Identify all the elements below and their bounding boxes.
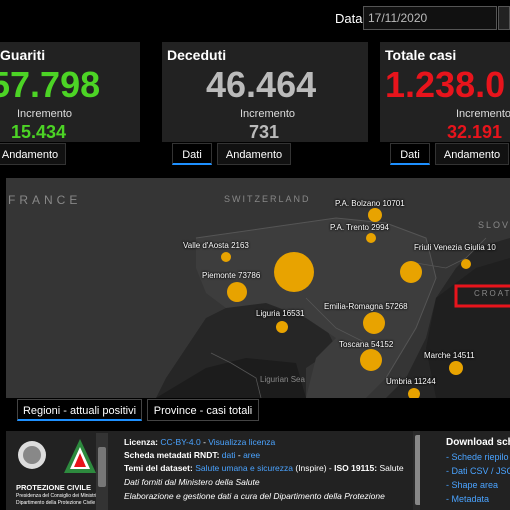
region-label-umbria: Umbria 11244 bbox=[386, 377, 436, 386]
bubble-marche bbox=[449, 361, 463, 375]
guariti-andamento-tab[interactable]: Andamento bbox=[0, 143, 66, 165]
tab-regioni[interactable]: Regioni - attuali positivi bbox=[17, 399, 142, 421]
logo-text: PROTEZIONE CIVILE bbox=[16, 483, 92, 492]
download-heading: Download sch bbox=[446, 437, 510, 448]
footer-scrollbar-thumb[interactable] bbox=[415, 435, 423, 505]
totale-increment-value: 32.191 bbox=[447, 122, 503, 142]
country-croatia: CROATI bbox=[474, 289, 510, 298]
totale-andamento-tab[interactable]: Andamento bbox=[435, 143, 509, 165]
map-base bbox=[6, 178, 510, 398]
temi-line: Temi del dataset: Salute umana e sicurez… bbox=[124, 463, 404, 473]
bubble-emilia-romagna bbox=[363, 312, 385, 334]
region-label-valle-daosta: Valle d'Aosta 2163 bbox=[183, 241, 249, 250]
map-highlight-box bbox=[454, 284, 510, 308]
region-label-marche: Marche 14511 bbox=[424, 351, 475, 360]
bubble-bolzano bbox=[368, 208, 382, 222]
region-label-toscana: Toscana 54152 bbox=[339, 340, 394, 349]
deceduti-increment-label: Incremento bbox=[240, 108, 296, 120]
info-footer: PROTEZIONE CIVILE Presidenza del Consigl… bbox=[6, 431, 413, 510]
country-slovenia: SLOVE bbox=[478, 220, 510, 230]
licenza-view-link[interactable]: Visualizza licenza bbox=[208, 437, 276, 447]
iso-value: Salute bbox=[377, 463, 404, 473]
scheda-line: Scheda metadati RNDT: dati - aree bbox=[124, 450, 260, 460]
scheda-key: Scheda metadati RNDT: bbox=[124, 450, 220, 460]
scrollbar-thumb[interactable] bbox=[98, 447, 106, 487]
totale-dati-tab[interactable]: Dati bbox=[390, 143, 430, 165]
bubble-friuli bbox=[400, 261, 422, 283]
region-label-piemonte: Piemonte 73786 bbox=[202, 271, 261, 280]
deceduti-title: Deceduti bbox=[167, 47, 227, 63]
fonte-line: Dati forniti dal Ministero della Salute bbox=[124, 477, 260, 487]
sea-label: Ligurian Sea bbox=[260, 375, 305, 384]
country-france: FRANCE bbox=[8, 193, 82, 207]
bubble-veneto bbox=[461, 259, 471, 269]
elaborazione-line: Elaborazione e gestione dati a cura del … bbox=[124, 491, 385, 501]
country-switzerland: SWITZERLAND bbox=[224, 194, 311, 204]
guariti-increment-value: 15.434 bbox=[11, 122, 67, 142]
region-label-bolzano: P.A. Bolzano 10701 bbox=[335, 199, 405, 208]
bubble-valle-daosta bbox=[221, 252, 231, 262]
deceduti-andamento-tab[interactable]: Andamento bbox=[217, 143, 291, 165]
totale-increment-label: Incremento bbox=[456, 108, 510, 120]
bubble-umbria bbox=[408, 388, 420, 398]
bubble-liguria bbox=[276, 321, 288, 333]
download-csv-link[interactable]: - Dati CSV / JSO bbox=[446, 466, 510, 476]
guariti-panel: Guariti 57.798 Incremento 15.434 bbox=[0, 42, 140, 142]
date-picker-button[interactable] bbox=[498, 6, 510, 30]
deceduti-panel: Deceduti 46.464 Incremento 731 bbox=[162, 42, 368, 142]
bubble-piemonte bbox=[227, 282, 247, 302]
deceduti-increment-value: 731 bbox=[249, 122, 280, 142]
footer-logo-scrollbar[interactable] bbox=[96, 433, 108, 510]
download-schede-link[interactable]: - Schede riepilo bbox=[446, 452, 509, 462]
date-input[interactable]: 17/11/2020 bbox=[363, 6, 497, 30]
tab-province[interactable]: Province - casi totali bbox=[147, 399, 259, 421]
licenza-line: Licenza: CC-BY-4.0 - Visualizza licenza bbox=[124, 437, 275, 447]
iso-key: ISO 19115: bbox=[334, 463, 378, 473]
region-label-emilia-romagna: Emilia-Romagna 57268 bbox=[324, 302, 408, 311]
download-shape-link[interactable]: - Shape area bbox=[446, 480, 499, 490]
totale-panel: Totale casi 1.238.0 Incremento 32.191 bbox=[380, 42, 510, 142]
region-label-trento: P.A. Trento 2994 bbox=[330, 223, 390, 232]
bubble-trento bbox=[366, 233, 376, 243]
guariti-value: 57.798 bbox=[0, 64, 101, 105]
logo-sub2: Dipartimento della Protezione Civile bbox=[16, 500, 96, 506]
download-panel: Download sch - Schede riepilo - Dati CSV… bbox=[420, 431, 510, 510]
guariti-title: Guariti bbox=[0, 47, 46, 63]
deceduti-value: 46.464 bbox=[206, 64, 317, 105]
scheda-dati-link[interactable]: dati bbox=[221, 450, 236, 460]
regions-map[interactable]: FRANCE SWITZERLAND SLOVE CROATI Ligurian… bbox=[6, 178, 510, 398]
licenza-value-link[interactable]: CC-BY-4.0 bbox=[160, 437, 201, 447]
bubble-lombardia bbox=[274, 252, 314, 292]
download-metadata-link[interactable]: - Metadata bbox=[446, 494, 490, 504]
temi-link[interactable]: Salute umana e sicurezza bbox=[195, 463, 293, 473]
guariti-increment-label: Incremento bbox=[17, 108, 73, 120]
totale-title: Totale casi bbox=[385, 47, 457, 63]
temi-rest: (Inspire) - bbox=[293, 463, 335, 473]
deceduti-dati-tab[interactable]: Dati bbox=[172, 143, 212, 165]
licenza-sep: - bbox=[200, 437, 209, 447]
logo-sub1: Presidenza del Consiglio dei Ministri bbox=[16, 493, 97, 499]
temi-key: Temi del dataset: bbox=[124, 463, 193, 473]
date-label: Data bbox=[335, 11, 363, 26]
scheda-sep: - bbox=[235, 450, 244, 460]
totale-value: 1.238.0 bbox=[385, 64, 506, 105]
licenza-key: Licenza: bbox=[124, 437, 159, 447]
protezione-civile-logo: PROTEZIONE CIVILE Presidenza del Consigl… bbox=[10, 433, 102, 510]
region-label-liguria: Liguria 16531 bbox=[256, 309, 305, 318]
region-label-friuli: Friuli Venezia Giulia 10 bbox=[414, 243, 496, 252]
bubble-toscana bbox=[360, 349, 382, 371]
scheda-aree-link[interactable]: aree bbox=[243, 450, 261, 460]
logo-emblem-icon bbox=[18, 439, 96, 473]
